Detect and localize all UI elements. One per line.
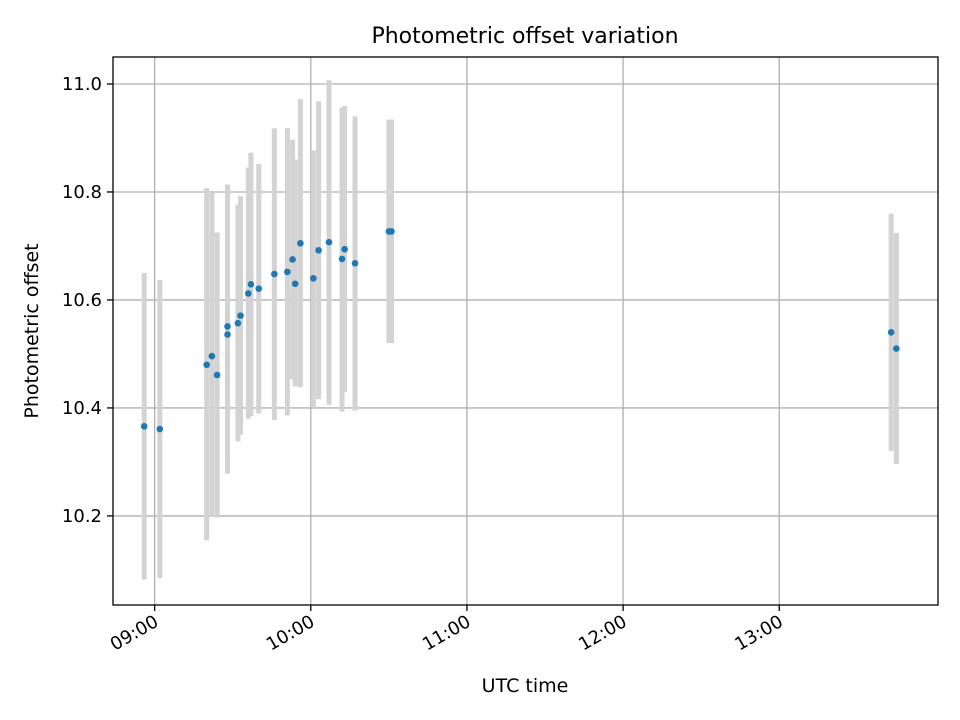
data-point [224,331,231,338]
data-point [310,275,317,282]
data-point [203,361,210,369]
y-tick-label: 10.6 [62,290,102,311]
y-axis-ticks: 10.2 10.4 10.6 10.8 11.0 [62,74,113,527]
y-tick-label: 10.8 [62,182,102,203]
data-point [388,228,395,235]
data-point [315,246,322,254]
data-point [297,239,304,247]
y-tick-label: 10.2 [62,506,102,527]
data-point [351,259,359,267]
data-points [140,228,900,433]
data-point [887,329,895,336]
data-point [224,323,231,330]
data-point [156,425,164,433]
y-axis-label: Photometric offset [21,243,43,418]
y-tick-label: 10.4 [62,398,102,419]
y-tick-label: 11.0 [62,74,102,95]
data-point [245,290,252,297]
data-point [255,285,263,292]
data-point [234,319,242,327]
data-point [289,256,296,263]
data-point [325,238,333,246]
data-point [284,268,291,276]
chart-title: Photometric offset variation [371,24,678,49]
data-point [140,422,148,430]
data-point [291,280,299,288]
plot-frame [112,56,939,606]
data-point [271,270,278,278]
x-axis-label: UTC time [482,675,569,697]
data-point [893,345,900,352]
data-point [341,245,348,253]
data-point [213,371,221,379]
data-point [247,280,255,288]
data-point [237,312,244,319]
data-point [338,255,346,263]
data-point [208,352,216,360]
